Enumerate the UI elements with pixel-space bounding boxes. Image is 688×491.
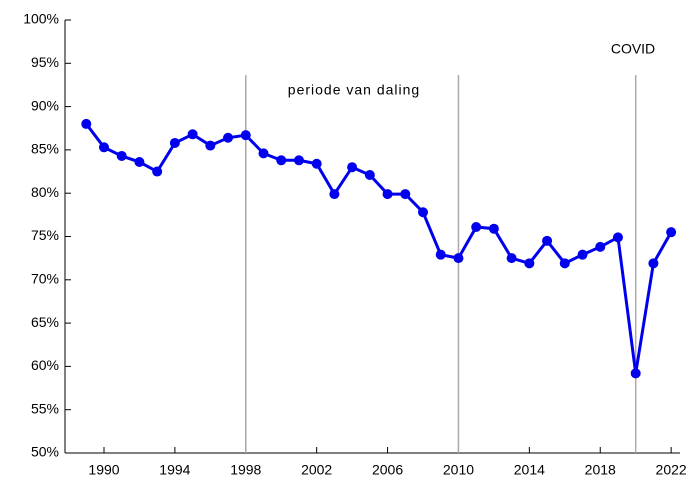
data-point bbox=[187, 129, 198, 140]
y-tick-label: 55% bbox=[31, 400, 59, 416]
y-tick-label: 80% bbox=[31, 184, 59, 200]
data-point bbox=[666, 227, 677, 238]
x-tick-label: 2006 bbox=[372, 462, 403, 478]
data-point bbox=[116, 150, 127, 161]
y-tick-label: 90% bbox=[31, 97, 59, 113]
x-tick-label: 2002 bbox=[301, 462, 332, 478]
data-point bbox=[648, 258, 659, 269]
data-point bbox=[169, 137, 180, 148]
data-point bbox=[223, 132, 234, 143]
data-point bbox=[542, 235, 553, 246]
y-tick-label: 75% bbox=[31, 227, 59, 243]
x-tick-label: 1998 bbox=[230, 462, 261, 478]
y-tick-label: 65% bbox=[31, 314, 59, 330]
y-tick-label: 70% bbox=[31, 271, 59, 287]
annotation: periode van daling bbox=[288, 82, 420, 98]
x-tick-label: 2010 bbox=[443, 462, 474, 478]
data-point bbox=[435, 249, 446, 260]
data-point bbox=[347, 162, 358, 173]
data-point bbox=[524, 258, 535, 269]
y-tick-label: 50% bbox=[31, 444, 59, 460]
data-point bbox=[471, 221, 482, 232]
data-point bbox=[382, 189, 393, 200]
data-point bbox=[240, 130, 251, 141]
data-point bbox=[506, 253, 517, 264]
x-tick-label: 2022 bbox=[656, 462, 687, 478]
data-point bbox=[152, 166, 163, 177]
data-point bbox=[612, 232, 623, 243]
data-point bbox=[258, 148, 269, 159]
data-point bbox=[418, 207, 429, 218]
y-tick-label: 95% bbox=[31, 54, 59, 70]
data-point bbox=[400, 189, 411, 200]
data-point bbox=[329, 189, 340, 200]
data-point bbox=[98, 142, 109, 153]
data-point bbox=[453, 253, 464, 264]
data-point bbox=[630, 368, 641, 379]
x-tick-label: 1994 bbox=[159, 462, 190, 478]
data-point bbox=[577, 249, 588, 260]
x-tick-label: 2018 bbox=[585, 462, 616, 478]
y-tick-label: 85% bbox=[31, 141, 59, 157]
data-point bbox=[293, 155, 304, 166]
data-point bbox=[559, 258, 570, 269]
data-point bbox=[311, 158, 322, 169]
data-point bbox=[134, 157, 145, 168]
x-tick-label: 2014 bbox=[514, 462, 545, 478]
data-point bbox=[205, 140, 216, 151]
x-tick-label: 1990 bbox=[88, 462, 119, 478]
annotation: COVID bbox=[611, 41, 655, 57]
data-point bbox=[364, 170, 375, 181]
y-tick-label: 100% bbox=[23, 11, 59, 27]
data-point bbox=[595, 241, 606, 252]
data-point bbox=[276, 155, 287, 166]
data-point bbox=[488, 223, 499, 234]
data-point bbox=[81, 118, 92, 129]
y-tick-label: 60% bbox=[31, 357, 59, 373]
series-line bbox=[85, 123, 673, 374]
